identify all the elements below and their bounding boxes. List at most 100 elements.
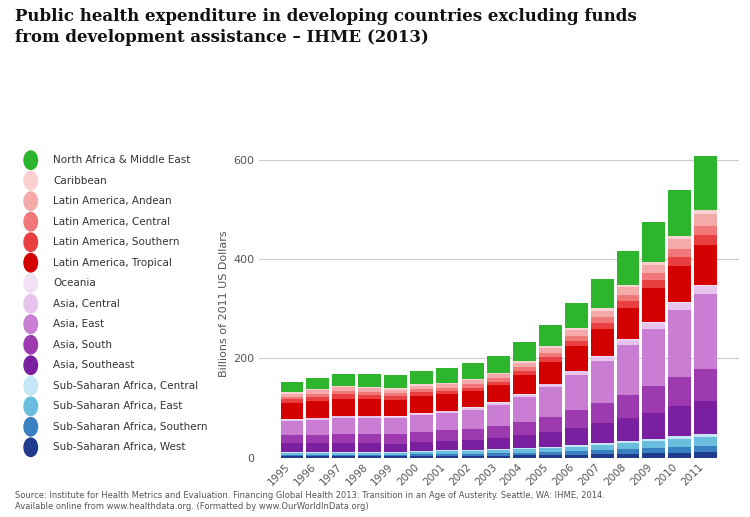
Bar <box>616 453 640 458</box>
Bar <box>694 226 717 235</box>
Bar <box>565 341 588 346</box>
Bar <box>410 396 433 414</box>
Bar <box>332 434 355 443</box>
Bar <box>643 439 665 441</box>
Bar <box>488 373 510 374</box>
Bar <box>513 452 536 455</box>
Text: Public health expenditure in developing countries excluding funds
from developme: Public health expenditure in developing … <box>15 8 637 47</box>
Bar <box>461 451 484 453</box>
Bar <box>461 455 484 458</box>
Bar <box>488 449 510 450</box>
Bar <box>591 311 613 317</box>
Bar <box>565 428 588 445</box>
Bar <box>436 368 458 383</box>
Bar <box>307 418 329 420</box>
Bar <box>488 438 510 449</box>
Bar <box>436 388 458 390</box>
Bar <box>694 446 717 452</box>
Bar <box>410 432 433 442</box>
Bar <box>513 397 536 422</box>
Bar <box>616 418 640 441</box>
Bar <box>643 323 665 328</box>
Bar <box>513 394 536 397</box>
Bar <box>332 386 355 387</box>
Bar <box>616 449 640 453</box>
Bar <box>332 390 355 393</box>
Bar <box>436 430 458 441</box>
Bar <box>668 266 691 302</box>
Bar <box>384 375 406 388</box>
Bar <box>332 443 355 451</box>
Bar <box>436 383 458 384</box>
Bar <box>539 325 562 346</box>
Bar <box>410 384 433 386</box>
Bar <box>358 388 381 391</box>
Bar <box>280 399 303 403</box>
Bar <box>384 434 406 444</box>
Bar <box>591 279 613 308</box>
Bar <box>539 384 562 387</box>
Bar <box>565 371 588 375</box>
Bar <box>643 413 665 439</box>
Bar <box>280 382 303 392</box>
Bar <box>591 361 613 403</box>
Bar <box>513 435 536 448</box>
Bar <box>488 374 510 378</box>
Bar <box>668 439 691 447</box>
Bar <box>616 345 640 394</box>
Circle shape <box>24 336 38 354</box>
Bar <box>280 453 303 454</box>
Bar <box>384 390 406 393</box>
Circle shape <box>24 274 38 293</box>
Bar <box>410 414 433 415</box>
Bar <box>384 418 406 434</box>
Bar <box>307 393 329 397</box>
Bar <box>358 399 381 416</box>
Bar <box>307 389 329 390</box>
Bar <box>513 371 536 375</box>
Bar <box>513 363 536 367</box>
Bar <box>668 239 691 249</box>
Bar <box>668 377 691 406</box>
Bar <box>384 454 406 456</box>
Bar <box>461 388 484 391</box>
Bar <box>643 386 665 413</box>
Bar <box>307 452 329 453</box>
Bar <box>332 454 355 456</box>
Bar <box>307 443 329 452</box>
Bar <box>668 436 691 439</box>
Bar <box>332 399 355 416</box>
Bar <box>358 391 381 394</box>
Bar <box>591 403 613 423</box>
Bar <box>384 456 406 458</box>
Bar <box>539 346 562 348</box>
Bar <box>694 402 717 434</box>
Bar <box>436 455 458 458</box>
Bar <box>307 456 329 458</box>
Bar <box>461 391 484 407</box>
Bar <box>332 387 355 390</box>
Bar <box>591 308 613 311</box>
Bar <box>358 374 381 387</box>
Bar <box>358 387 381 388</box>
Bar <box>668 447 691 452</box>
Bar <box>461 384 484 388</box>
Bar <box>488 405 510 426</box>
Bar <box>332 393 355 399</box>
Bar <box>410 442 433 451</box>
Bar <box>488 453 510 455</box>
Bar <box>280 435 303 443</box>
Circle shape <box>24 397 38 416</box>
Bar <box>461 410 484 429</box>
Bar <box>565 336 588 341</box>
Bar <box>643 328 665 386</box>
Circle shape <box>24 438 38 457</box>
Bar <box>488 426 510 438</box>
Bar <box>591 323 613 328</box>
Circle shape <box>24 253 38 272</box>
Bar <box>436 413 458 430</box>
Bar <box>694 369 717 402</box>
Bar <box>358 418 381 434</box>
Bar <box>488 450 510 453</box>
Bar <box>358 451 381 452</box>
